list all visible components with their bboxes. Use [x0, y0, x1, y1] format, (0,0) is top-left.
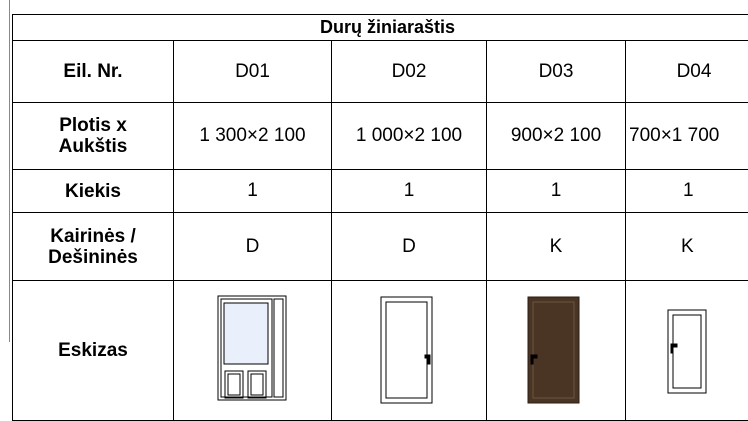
door-d01: [218, 296, 286, 400]
door-d03: [528, 297, 579, 403]
door-d02: [381, 297, 432, 403]
door-d04: [668, 310, 706, 393]
